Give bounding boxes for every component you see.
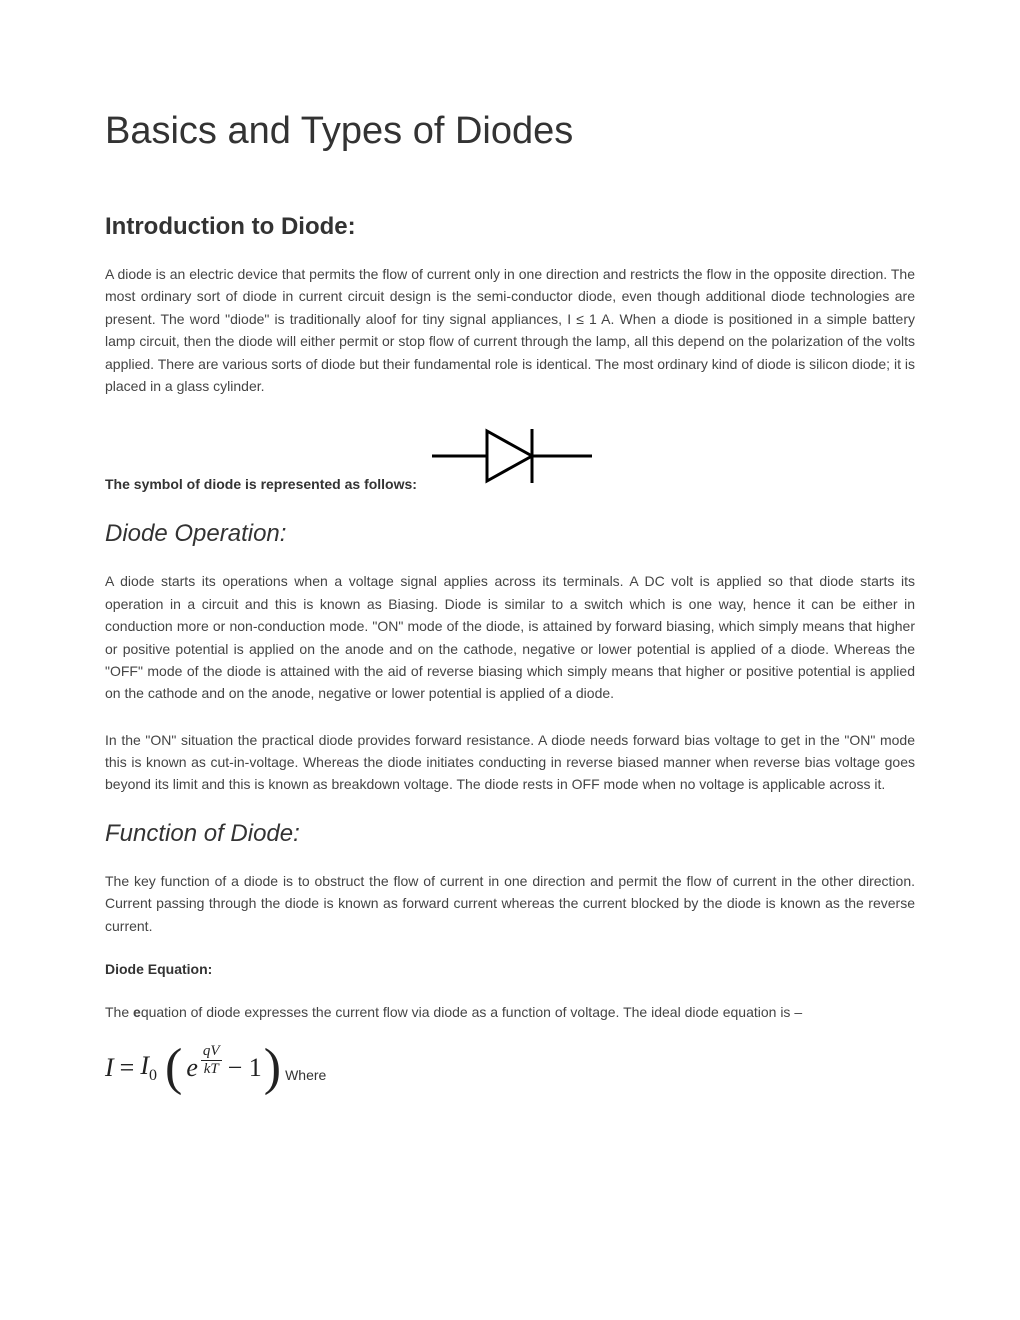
eq-minus1: − 1 bbox=[228, 1053, 262, 1083]
symbol-label: The symbol of diode is represented as fo… bbox=[105, 476, 417, 492]
eq-rparen: ) bbox=[264, 1047, 281, 1089]
function-para: The key function of a diode is to obstru… bbox=[105, 870, 915, 937]
eq-exp: e qV kT bbox=[186, 1053, 223, 1083]
intro-heading: Introduction to Diode: bbox=[105, 213, 915, 241]
equation-intro: The equation of diode expresses the curr… bbox=[105, 1001, 915, 1023]
operation-heading: Diode Operation: bbox=[105, 520, 915, 548]
equation-line: I = I0 ( e qV kT − 1 ) Where bbox=[105, 1047, 915, 1089]
eq-intro-bold: e bbox=[133, 1004, 141, 1020]
eq-equals: = bbox=[120, 1053, 135, 1083]
eq-I: I bbox=[105, 1053, 114, 1083]
eq-I0: I0 bbox=[140, 1051, 157, 1085]
intro-paragraph: A diode is an electric device that permi… bbox=[105, 263, 915, 397]
symbol-line: The symbol of diode is represented as fo… bbox=[105, 421, 915, 492]
diode-equation: I = I0 ( e qV kT − 1 ) bbox=[105, 1047, 281, 1089]
eq-lparen: ( bbox=[165, 1047, 182, 1089]
operation-para-2: In the "ON" situation the practical diod… bbox=[105, 729, 915, 796]
function-heading: Function of Diode: bbox=[105, 820, 915, 848]
eq-intro-pre: The bbox=[105, 1004, 133, 1020]
eq-intro-post: quation of diode expresses the current f… bbox=[141, 1004, 802, 1020]
page-title: Basics and Types of Diodes bbox=[105, 110, 915, 153]
diode-symbol-icon bbox=[427, 421, 597, 496]
where-label: Where bbox=[285, 1067, 326, 1083]
equation-heading: Diode Equation: bbox=[105, 961, 915, 977]
operation-para-1: A diode starts its operations when a vol… bbox=[105, 570, 915, 704]
